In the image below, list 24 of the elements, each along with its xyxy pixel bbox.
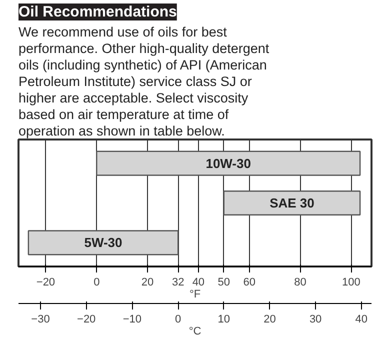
x-tick-label: 0 bbox=[94, 276, 100, 288]
x-tick-label: 40 bbox=[192, 276, 205, 288]
x2-axis-title: °C bbox=[188, 326, 202, 338]
x2-tick-label: −30 bbox=[31, 314, 50, 326]
chart-title: Oil Recommendations bbox=[18, 4, 177, 20]
x-tick-label: 20 bbox=[141, 276, 154, 288]
x2-tick-label: 0 bbox=[174, 314, 182, 326]
chart-subtitle: We recommend use of oils for best performance. Other high-quality detergent oils (including synthetic) of API (American Petroleum Institute) service class SJ or higher are acceptable. Select viscosity based on air temperature at time of operation as shown in table below. bbox=[18, 24, 270, 138]
x2-tick-label: −20 bbox=[77, 314, 96, 326]
y-tick-label: 5W-30 bbox=[84, 235, 122, 250]
y-tick-label: 10W-30 bbox=[206, 156, 251, 171]
x2-tick-label: 40 bbox=[355, 314, 368, 326]
x-tick-label: 100 bbox=[342, 276, 360, 288]
x2-tick-label: 20 bbox=[264, 314, 276, 326]
y-tick-label: SAE 30 bbox=[270, 196, 314, 210]
x-tick-label: 60 bbox=[243, 276, 256, 288]
x-tick-label: 50 bbox=[218, 276, 230, 288]
x2-tick-label: 10 bbox=[218, 314, 230, 326]
x2-tick-label: 30 bbox=[309, 314, 322, 326]
x-tick-label: −20 bbox=[36, 276, 56, 288]
x-axis-title: °F bbox=[189, 288, 201, 300]
x-tick-label: 80 bbox=[294, 276, 306, 288]
x2-tick-label: −10 bbox=[122, 314, 142, 326]
x-tick-label: 32 bbox=[172, 276, 184, 288]
